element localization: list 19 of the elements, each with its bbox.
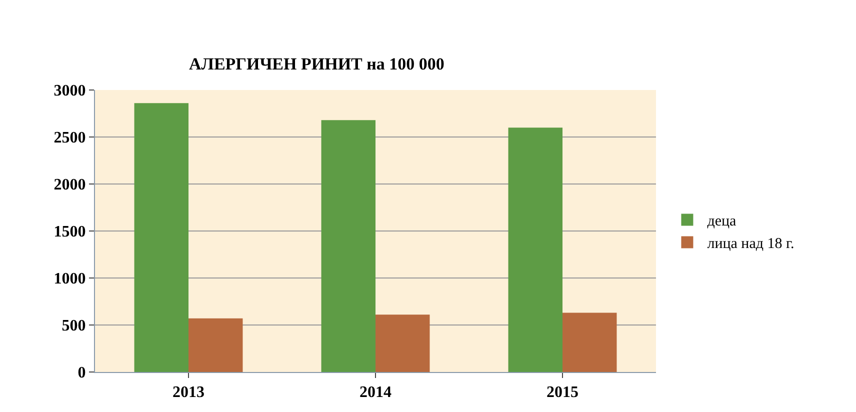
y-tick-label: 0 xyxy=(78,364,86,382)
x-tick-label: 2014 xyxy=(360,384,392,402)
y-tick-label: 2000 xyxy=(54,176,86,194)
x-tick-label: 2013 xyxy=(172,384,204,402)
bar xyxy=(508,128,562,372)
y-tick-label: 2500 xyxy=(54,130,86,147)
bar xyxy=(376,314,430,372)
y-tick-label: 1000 xyxy=(54,270,86,288)
y-tick-label: 1500 xyxy=(54,224,86,241)
x-tick-label: 2015 xyxy=(546,384,578,402)
bar xyxy=(188,318,243,372)
bar xyxy=(134,103,188,372)
y-tick-label: 500 xyxy=(62,318,86,335)
legend-label: деца xyxy=(707,214,737,230)
chart-title: АЛЕРГИЧЕН РИНИТ на 100 000 xyxy=(189,54,444,74)
y-tick-label: 3000 xyxy=(54,82,86,100)
bar xyxy=(562,312,617,372)
legend-label: лица над 18 г. xyxy=(707,236,794,252)
bar xyxy=(321,120,376,372)
